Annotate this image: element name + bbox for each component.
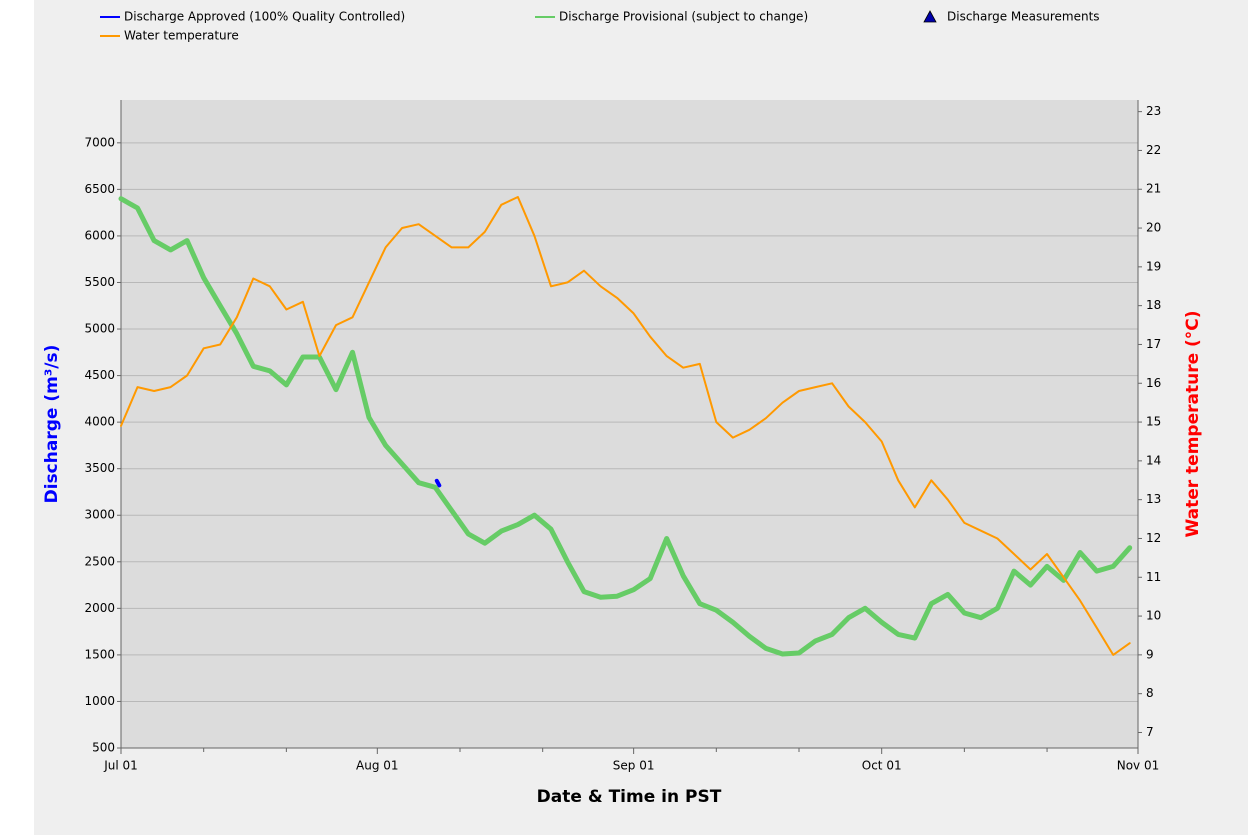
- y2-tick-label: 22: [1146, 143, 1161, 157]
- y-tick-label: 3000: [84, 508, 115, 522]
- y-tick-label: 4500: [84, 368, 115, 382]
- y-tick-label: 1000: [84, 694, 115, 708]
- legend-label: Discharge Measurements: [947, 10, 1100, 24]
- y-tick-label: 500: [92, 741, 115, 755]
- legend-label: Discharge Provisional (subject to change…: [559, 10, 808, 24]
- y-tick-label: 5000: [84, 322, 115, 336]
- legend-label: Water temperature: [124, 29, 239, 43]
- y-tick-label: 1500: [84, 647, 115, 661]
- y2-tick-label: 12: [1146, 531, 1161, 545]
- y2-tick-label: 18: [1146, 298, 1161, 312]
- y2-tick-label: 16: [1146, 376, 1161, 390]
- y2-tick-label: 20: [1146, 221, 1161, 235]
- y-axis-label: Discharge (m³/s): [42, 345, 62, 504]
- x-tick-label: Sep 01: [613, 759, 655, 773]
- legend-marker: [923, 10, 937, 23]
- y-tick-label: 4000: [84, 415, 115, 429]
- y2-tick-label: 10: [1146, 609, 1161, 623]
- plot-area: [121, 100, 1138, 748]
- y-tick-label: 3500: [84, 461, 115, 475]
- y2-tick-label: 11: [1146, 570, 1161, 584]
- y-tick-label: 6500: [84, 182, 115, 196]
- legend-label: Discharge Approved (100% Quality Control…: [124, 10, 405, 24]
- y2-tick-label: 23: [1146, 104, 1161, 118]
- x-tick-label: Aug 01: [356, 759, 399, 773]
- y2-tick-label: 19: [1146, 259, 1161, 273]
- series-line: [120, 196, 1131, 656]
- y2-tick-label: 17: [1146, 337, 1161, 351]
- y2-tick-label: 13: [1146, 492, 1161, 506]
- y-tick-label: 2000: [84, 601, 115, 615]
- y2-tick-label: 15: [1146, 415, 1161, 429]
- x-tick-label: Nov 01: [1117, 759, 1160, 773]
- y2-tick-label: 9: [1146, 647, 1154, 661]
- x-axis-label: Date & Time in PST: [537, 787, 722, 807]
- x-tick-label: Jul 01: [103, 759, 138, 773]
- y2-tick-label: 7: [1146, 725, 1154, 739]
- y-tick-label: 2500: [84, 554, 115, 568]
- y2-axis-label: Water temperature (°C): [1183, 310, 1203, 537]
- y2-tick-label: 8: [1146, 686, 1154, 700]
- y-tick-label: 5500: [84, 275, 115, 289]
- x-tick-label: Oct 01: [862, 759, 902, 773]
- y2-tick-label: 14: [1146, 453, 1161, 467]
- y-tick-label: 6000: [84, 228, 115, 242]
- series-line: [434, 478, 442, 488]
- y2-tick-label: 21: [1146, 182, 1161, 196]
- y-tick-label: 7000: [84, 135, 115, 149]
- series-line: [118, 196, 1133, 657]
